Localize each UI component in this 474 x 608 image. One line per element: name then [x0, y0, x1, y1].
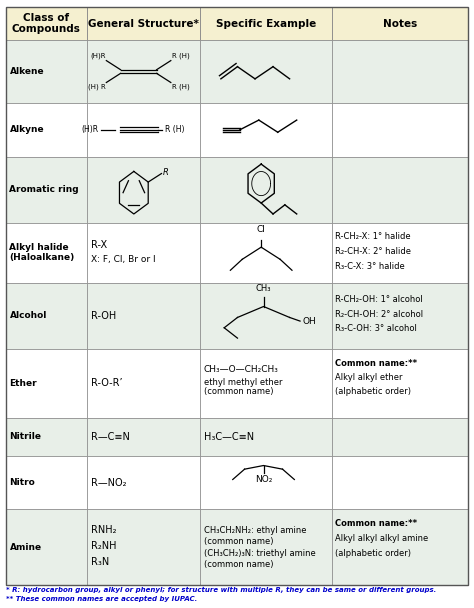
Bar [332, 283, 468, 349]
Bar [6, 418, 87, 456]
Text: R₂-CH-OH: 2° alcohol: R₂-CH-OH: 2° alcohol [335, 310, 423, 319]
Text: R (H): R (H) [172, 84, 190, 90]
Text: CH₃: CH₃ [256, 283, 271, 292]
Text: Nitro: Nitro [9, 478, 35, 487]
Text: (alphabetic order): (alphabetic order) [335, 548, 410, 558]
Bar [200, 7, 332, 40]
Bar [332, 349, 468, 418]
Bar [6, 157, 87, 223]
Text: Common name:**: Common name:** [335, 359, 417, 368]
Text: (alphabetic order): (alphabetic order) [335, 387, 410, 396]
Text: (CH₃CH₂)₃N: triethyl amine: (CH₃CH₂)₃N: triethyl amine [204, 548, 316, 558]
Text: NO₂: NO₂ [255, 475, 272, 483]
Text: R-CH₂-OH: 1° alcohol: R-CH₂-OH: 1° alcohol [335, 295, 422, 305]
Bar [332, 456, 468, 510]
Text: Alkyl alkyl alkyl amine: Alkyl alkyl alkyl amine [335, 534, 428, 543]
Bar [6, 7, 87, 40]
Text: Common name:**: Common name:** [335, 519, 417, 528]
Text: OH: OH [303, 317, 317, 326]
Text: R₂-CH-X: 2° halide: R₂-CH-X: 2° halide [335, 247, 410, 256]
Bar [6, 223, 87, 283]
Text: Alkyl alkyl ether: Alkyl alkyl ether [335, 373, 402, 382]
Bar [87, 418, 200, 456]
Bar [87, 157, 200, 223]
Text: R₃-C-X: 3° halide: R₃-C-X: 3° halide [335, 261, 404, 271]
Text: CH₃—O—CH₂CH₃: CH₃—O—CH₂CH₃ [204, 365, 279, 375]
Text: R (H): R (H) [164, 125, 184, 134]
Text: Alcohol: Alcohol [9, 311, 47, 320]
Bar [332, 223, 468, 283]
Text: Amine: Amine [9, 542, 42, 551]
Text: (common name): (common name) [204, 387, 273, 396]
Text: * R: hydrocarbon group, alkyl or phenyl; for structure with multiple R, they can: * R: hydrocarbon group, alkyl or phenyl;… [6, 587, 436, 593]
Bar [200, 510, 332, 585]
Text: (common name): (common name) [204, 559, 273, 568]
Text: X: F, Cl, Br or I: X: F, Cl, Br or I [91, 255, 156, 264]
Text: General Structure*: General Structure* [88, 19, 199, 29]
Text: Alkene: Alkene [9, 67, 44, 76]
Bar [332, 103, 468, 157]
Bar [332, 510, 468, 585]
Text: (H)R: (H)R [81, 125, 98, 134]
Bar [200, 103, 332, 157]
Bar [6, 349, 87, 418]
Bar [332, 40, 468, 103]
Text: (common name): (common name) [204, 536, 273, 545]
Text: R-O-R’: R-O-R’ [91, 378, 123, 389]
Bar [87, 283, 200, 349]
Text: R—NO₂: R—NO₂ [91, 477, 127, 488]
Text: Notes: Notes [383, 19, 417, 29]
Text: RNH₂: RNH₂ [91, 525, 117, 535]
Bar [6, 283, 87, 349]
Text: R: R [163, 168, 169, 177]
Bar [87, 510, 200, 585]
Text: Ether: Ether [9, 379, 37, 388]
Text: Specific Example: Specific Example [216, 19, 316, 29]
Bar [6, 510, 87, 585]
Bar [200, 349, 332, 418]
Bar [6, 103, 87, 157]
Text: (H) R: (H) R [88, 84, 105, 90]
Text: ** These common names are accepted by IUPAC.: ** These common names are accepted by IU… [6, 596, 197, 602]
Text: R-OH: R-OH [91, 311, 117, 320]
Bar [332, 418, 468, 456]
Bar [87, 40, 200, 103]
Bar [6, 40, 87, 103]
Text: Alkyne: Alkyne [9, 125, 44, 134]
Text: ethyl methyl ether: ethyl methyl ether [204, 378, 283, 387]
Text: R-CH₂-X: 1° halide: R-CH₂-X: 1° halide [335, 232, 410, 241]
Bar [87, 456, 200, 510]
Text: R₃N: R₃N [91, 557, 109, 567]
Text: (H)R: (H)R [90, 53, 105, 60]
Bar [200, 418, 332, 456]
Bar [87, 223, 200, 283]
Text: Alkyl halide
(Haloalkane): Alkyl halide (Haloalkane) [9, 243, 75, 262]
Bar [200, 157, 332, 223]
Text: CH₃CH₂NH₂: ethyl amine: CH₃CH₂NH₂: ethyl amine [204, 525, 306, 534]
Text: Nitrile: Nitrile [9, 432, 42, 441]
Bar [200, 456, 332, 510]
Bar [6, 456, 87, 510]
Text: R—C≡N: R—C≡N [91, 432, 130, 442]
Bar [332, 7, 468, 40]
Bar [200, 223, 332, 283]
Text: Class of
Compounds: Class of Compounds [12, 13, 81, 35]
Bar [87, 103, 200, 157]
Bar [332, 157, 468, 223]
Bar [87, 7, 200, 40]
Bar [87, 349, 200, 418]
Text: R₂NH: R₂NH [91, 541, 117, 551]
Text: R-X: R-X [91, 240, 108, 250]
Bar [200, 40, 332, 103]
Text: Cl: Cl [257, 226, 265, 235]
Text: Aromatic ring: Aromatic ring [9, 185, 79, 194]
Text: H₃C—C≡N: H₃C—C≡N [204, 432, 254, 442]
Text: R₃-C-OH: 3° alcohol: R₃-C-OH: 3° alcohol [335, 325, 417, 334]
Bar [200, 283, 332, 349]
Text: R (H): R (H) [172, 53, 190, 60]
